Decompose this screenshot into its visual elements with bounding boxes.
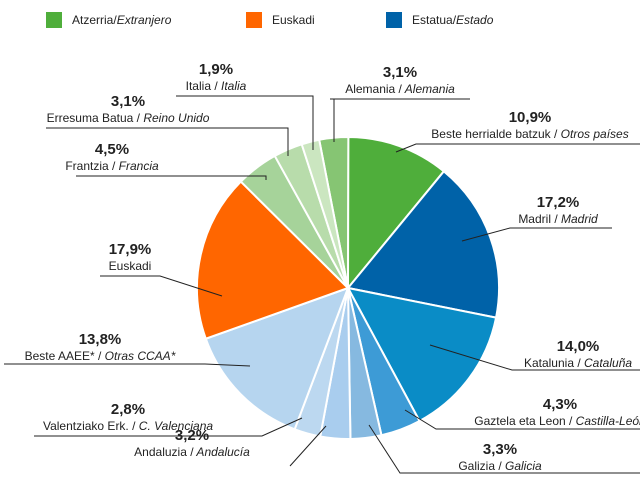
category-label: Italia / Italia — [186, 79, 247, 93]
value-label: 4,3% — [543, 396, 577, 413]
category-label: Galizia / Galicia — [458, 459, 542, 473]
leader-line — [461, 227, 612, 242]
leader-line — [429, 344, 640, 371]
category-label: Andaluzia / Andalucía — [134, 445, 250, 459]
pie-slice — [346, 169, 500, 319]
category-label: Katalunia / Cataluña — [524, 356, 632, 370]
legend-label: Estatua/Estado — [412, 13, 494, 27]
leader-line — [368, 424, 640, 474]
pie-slice — [204, 286, 350, 431]
value-label: 17,9% — [109, 241, 152, 258]
leader-line — [4, 363, 251, 367]
pie-slice — [300, 138, 349, 289]
value-label: 14,0% — [557, 338, 600, 355]
legend-swatch — [386, 12, 402, 28]
leader-line — [289, 425, 327, 467]
category-label: Frantzia / Francia — [65, 159, 159, 173]
leader-line — [176, 95, 314, 150]
value-label: 3,1% — [111, 93, 145, 110]
leader-line — [100, 275, 223, 297]
value-label: 3,2% — [175, 427, 209, 444]
category-label: Beste herrialde batzuk / Otros países — [431, 127, 628, 141]
value-label: 4,5% — [95, 141, 129, 158]
category-label: Madril / Madrid — [518, 212, 598, 226]
leader-line — [395, 143, 640, 153]
value-label: 13,8% — [79, 331, 122, 348]
category-label: Beste AAEE* / Otras CCAA* — [25, 349, 176, 363]
legend-swatch — [246, 12, 262, 28]
legend-swatch — [46, 12, 62, 28]
category-label: Euskadi — [109, 259, 152, 273]
value-label: 17,2% — [537, 194, 580, 211]
category-label: Valentziako Erk. / C. Valenciana — [43, 419, 213, 433]
value-label: 1,9% — [199, 61, 233, 78]
leader-line — [34, 417, 303, 437]
value-label: 3,1% — [383, 64, 417, 81]
pie-slice — [196, 180, 350, 341]
value-label: 10,9% — [509, 109, 552, 126]
leader-line — [330, 98, 470, 142]
leader-line — [76, 175, 267, 180]
leader-line — [404, 409, 640, 430]
legend-label: Atzerria/Extranjero — [72, 13, 172, 27]
pie-slice — [346, 286, 498, 423]
value-label: 3,3% — [483, 441, 517, 458]
legend-label: Euskadi — [272, 13, 315, 27]
leader-line — [46, 127, 289, 156]
category-label: Erresuma Batua / Reino Unido — [47, 111, 210, 125]
value-label: 2,8% — [111, 401, 145, 418]
pie-slice — [346, 135, 446, 291]
category-label: Alemania / Alemania — [345, 82, 455, 96]
category-label: Gaztela eta Leon / Castilla-León — [474, 414, 640, 428]
